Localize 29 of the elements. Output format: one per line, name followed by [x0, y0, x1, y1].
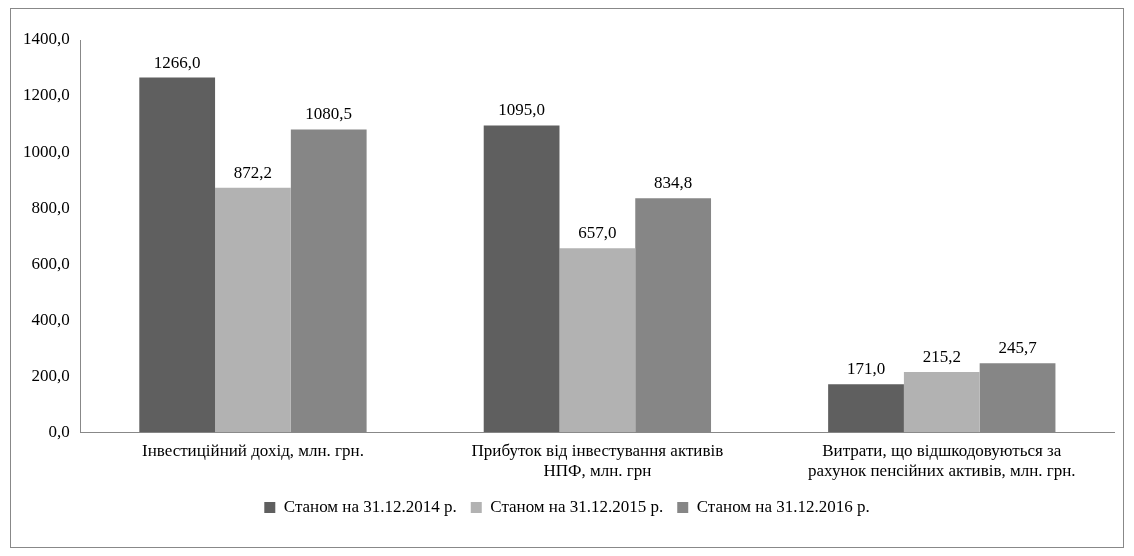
bar	[903, 371, 980, 433]
y-tick-label: 1200,0	[23, 85, 70, 105]
data-label: 171,0	[846, 359, 886, 379]
x-tick-label: Прибуток від інвестування активів НПФ, млн. грн	[471, 440, 724, 481]
legend-label: Станом на 31.12.2015 р.	[490, 496, 664, 516]
x-tick-label: Витрати, що відшкодовуються за рахунок пенсійних активів, млн. грн.	[807, 440, 1076, 481]
data-label: 245,7	[998, 338, 1038, 358]
y-tick-label: 400,0	[31, 309, 70, 329]
y-tick-label: 1000,0	[23, 141, 70, 161]
data-label: 657,0	[578, 223, 617, 243]
bar	[828, 384, 904, 433]
y-tick-label: 800,0	[31, 197, 70, 217]
bar	[215, 187, 291, 433]
bar	[139, 77, 216, 433]
y-tick-label: 0,0	[48, 421, 70, 441]
legend-label: Станом на 31.12.2014 р.	[283, 496, 457, 516]
y-tick-label: 200,0	[31, 365, 70, 385]
data-label: 215,2	[922, 346, 961, 366]
data-label: 1095,0	[498, 100, 545, 120]
bar	[483, 125, 560, 433]
legend-label: Станом на 31.12.2016 р.	[696, 496, 870, 516]
y-tick-label: 1400,0	[23, 29, 70, 49]
data-label: 872,2	[233, 162, 273, 182]
y-tick-label: 600,0	[31, 253, 70, 273]
data-label: 834,8	[654, 173, 693, 193]
x-tick-label: Інвестиційний дохід, млн. грн.	[141, 440, 364, 460]
data-label: 1266,0	[153, 52, 201, 72]
bar	[559, 248, 636, 433]
data-label: 1080,5	[305, 104, 353, 124]
